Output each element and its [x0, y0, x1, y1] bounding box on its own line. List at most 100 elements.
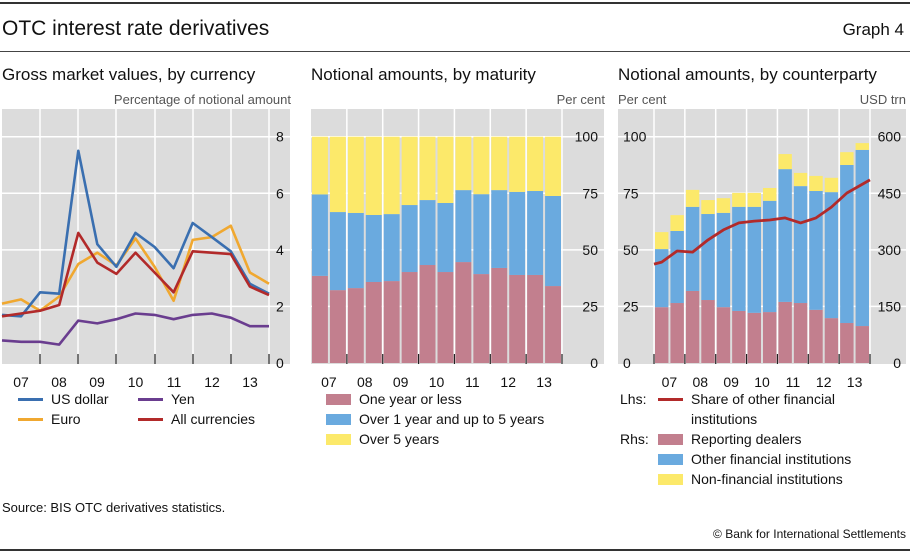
- panel3-title: Notional amounts, by counterparty: [618, 65, 877, 84]
- legend-label: Over 1 year and up to 5 years: [359, 411, 545, 427]
- bar-reporting-dealers: [840, 323, 854, 363]
- y-left-tick-label: 75: [623, 185, 639, 201]
- bar-one-year-or-less: [401, 272, 418, 363]
- bar-over-5-years: [347, 136, 364, 213]
- bar-other-financial-institutions: [840, 164, 854, 324]
- series-line-yen: [1, 312, 269, 346]
- bar-reporting-dealers: [824, 318, 839, 363]
- series-line-us-dollar: [1, 149, 270, 318]
- bar-over-5-years: [365, 136, 382, 215]
- bar-other-financial-institutions: [793, 186, 808, 304]
- series-line-euro: [1, 224, 270, 313]
- legend-lhs-label: Lhs:: [620, 391, 647, 407]
- bar-reporting-dealers: [763, 312, 777, 363]
- legend-swatch: [18, 417, 43, 421]
- x-tick-label: 07: [662, 374, 678, 390]
- legend-label: One year or less: [359, 391, 462, 407]
- y-right-tick-label: 450: [878, 185, 902, 201]
- legend-label: US dollar: [51, 391, 109, 407]
- x-tick-label: 13: [847, 374, 863, 390]
- bar-other-financial-institutions: [716, 212, 731, 308]
- y-left-tick-label: 100: [623, 129, 647, 145]
- y-right-tick-label: 150: [878, 298, 902, 314]
- bar-non-financial-institutions: [655, 232, 669, 250]
- legend-item-over-five-years: Over 5 years: [326, 429, 544, 449]
- x-tick-label: 10: [429, 374, 445, 390]
- bar-over-1-year-and-up-to-5-years: [401, 205, 418, 273]
- bar-reporting-dealers: [793, 303, 808, 363]
- bar-non-financial-institutions: [840, 152, 854, 165]
- legend-label: Euro: [51, 411, 81, 427]
- bar-other-financial-institutions: [701, 214, 715, 301]
- bar-over-5-years: [545, 136, 561, 196]
- x-tick-label: 13: [536, 374, 552, 390]
- bar-over-1-year-and-up-to-5-years: [437, 203, 454, 273]
- panel1-title: Gross market values, by currency: [2, 65, 256, 84]
- bar-over-5-years: [401, 136, 418, 206]
- bar-reporting-dealers: [732, 310, 746, 363]
- x-tick-label: 12: [816, 374, 832, 390]
- bar-non-financial-institutions: [793, 172, 808, 187]
- y-tick-label: 0: [276, 355, 284, 371]
- bar-over-5-years: [509, 136, 526, 192]
- bar-over-5-years: [473, 136, 490, 195]
- bar-over-5-years: [527, 136, 544, 192]
- bar-non-financial-institutions: [747, 192, 761, 207]
- legend-swatch: [326, 413, 351, 425]
- legend-item-one-to-five-years: Over 1 year and up to 5 years: [326, 409, 544, 429]
- bar-over-1-year-and-up-to-5-years: [491, 190, 508, 268]
- bar-one-year-or-less: [312, 275, 328, 363]
- x-tick-label: 11: [465, 374, 480, 390]
- bar-reporting-dealers: [716, 307, 731, 363]
- y-right-tick-label: 0: [893, 355, 901, 371]
- bar-over-1-year-and-up-to-5-years: [509, 191, 526, 275]
- bar-reporting-dealers: [685, 290, 700, 363]
- x-tick-label: 12: [500, 374, 516, 390]
- bar-over-1-year-and-up-to-5-years: [365, 214, 382, 282]
- bar-other-financial-institutions: [809, 191, 823, 310]
- y-tick-label: 8: [276, 129, 284, 145]
- x-tick-label: 11: [167, 374, 182, 390]
- bar-other-financial-institutions: [732, 206, 746, 311]
- series-line-all-currencies: [1, 231, 270, 318]
- bar-over-1-year-and-up-to-5-years: [545, 195, 561, 287]
- y-tick-label: 75: [582, 185, 598, 201]
- bar-one-year-or-less: [419, 265, 436, 363]
- legend-swatch: [326, 433, 351, 445]
- bar-non-financial-institutions: [809, 175, 823, 192]
- bar-other-financial-institutions: [824, 192, 839, 319]
- bar-reporting-dealers: [655, 307, 669, 363]
- y-tick-label: 50: [582, 242, 598, 258]
- legend-item-other-financial: Other financial institutions: [658, 449, 851, 469]
- bar-one-year-or-less: [365, 281, 382, 363]
- bottom-rule: [0, 549, 910, 551]
- legend-swatch: [138, 417, 163, 421]
- legend-item-one-year-or-less: One year or less: [326, 389, 544, 409]
- x-tick-label: 08: [51, 374, 67, 390]
- y-tick-label: 2: [276, 298, 284, 314]
- legend-swatch: [18, 397, 43, 401]
- legend-label: Over 5 years: [359, 431, 440, 447]
- bar-reporting-dealers: [809, 309, 823, 363]
- x-tick-label: 07: [321, 374, 337, 390]
- panel3-unit-right: USD trn: [859, 92, 906, 107]
- x-tick-label: 13: [242, 374, 258, 390]
- panel3-legend: Lhs: Share of other financial institutio…: [620, 389, 851, 489]
- bar-over-1-year-and-up-to-5-years: [383, 214, 400, 282]
- legend-swatch: [658, 453, 683, 465]
- bar-over-1-year-and-up-to-5-years: [329, 212, 346, 291]
- bar-over-5-years: [329, 136, 346, 213]
- bar-one-year-or-less: [455, 262, 472, 363]
- legend-item-us-dollar: US dollar: [18, 389, 138, 409]
- bar-one-year-or-less: [383, 281, 400, 363]
- y-tick-label: 6: [276, 185, 284, 201]
- bar-over-1-year-and-up-to-5-years: [419, 200, 436, 266]
- legend-item-share-line: Share of other financial: [658, 389, 851, 409]
- legend-swatch: [658, 433, 683, 445]
- bar-reporting-dealers: [747, 312, 761, 363]
- bar-one-year-or-less: [347, 288, 364, 363]
- bar-reporting-dealers: [855, 326, 869, 363]
- bar-reporting-dealers: [670, 303, 684, 363]
- bar-non-financial-institutions: [732, 192, 746, 207]
